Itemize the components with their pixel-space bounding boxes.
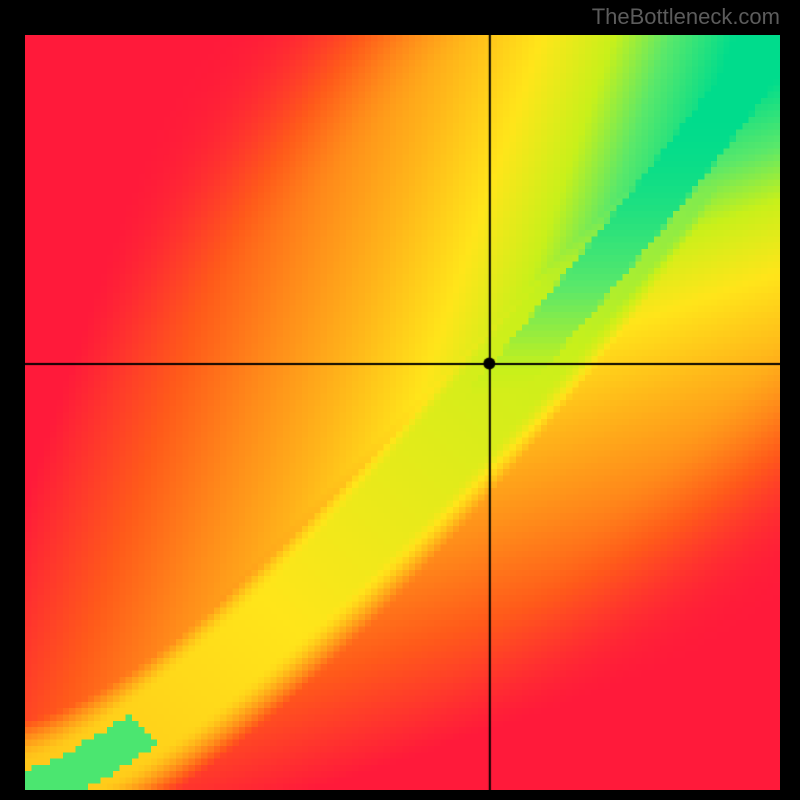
chart-container: TheBottleneck.com (0, 0, 800, 800)
watermark-text: TheBottleneck.com (592, 4, 780, 30)
overlay-canvas (25, 35, 780, 790)
